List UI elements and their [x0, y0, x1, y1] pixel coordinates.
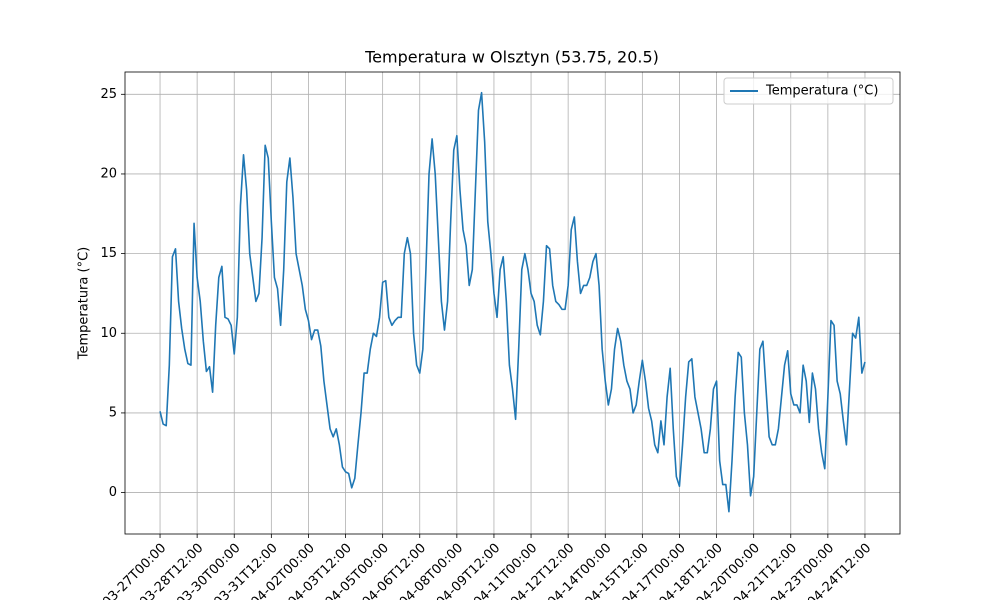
y-tick-label: 0 [109, 485, 117, 500]
legend: Temperatura (°C) [723, 77, 894, 105]
chart-title: Temperatura w Olsztyn (53.75, 20.5) [364, 48, 659, 67]
plot-frame [124, 71, 901, 535]
legend-box [723, 77, 894, 105]
y-tick-label: 10 [100, 326, 117, 341]
y-tick-label: 15 [100, 246, 117, 261]
legend-label: Temperatura (°C) [765, 84, 878, 99]
y-axis-label: Temperatura (°C) [77, 247, 92, 360]
y-tick-label: 5 [109, 405, 117, 420]
y-tick-label: 20 [100, 166, 117, 181]
y-tick-label: 25 [100, 87, 117, 102]
data-line [159, 91, 866, 513]
